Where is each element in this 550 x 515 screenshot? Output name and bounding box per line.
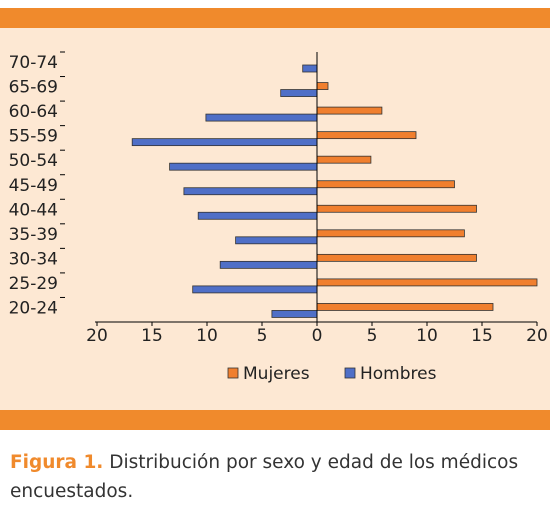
bar bbox=[197, 211, 318, 220]
y-tick-label: 40-44 bbox=[9, 200, 58, 220]
x-tick-label: 20 bbox=[526, 326, 548, 346]
bar bbox=[316, 303, 494, 311]
x-tick-label: 20 bbox=[86, 326, 108, 346]
x-tick-label: 10 bbox=[416, 326, 438, 346]
bar bbox=[316, 253, 477, 262]
x-tick-label: 5 bbox=[367, 326, 378, 346]
y-tick-label: 35-39 bbox=[9, 225, 58, 245]
x-tick-label: 15 bbox=[141, 326, 163, 346]
bar bbox=[280, 89, 318, 97]
bar bbox=[316, 204, 477, 213]
bar bbox=[302, 64, 318, 73]
bar bbox=[131, 138, 318, 147]
bar bbox=[169, 162, 318, 171]
bar bbox=[316, 180, 455, 189]
y-tick-label: 30-34 bbox=[9, 249, 58, 269]
bar bbox=[235, 236, 318, 245]
legend-swatch bbox=[344, 367, 356, 379]
bar bbox=[316, 155, 372, 164]
chart: 20 15 10 5 0 5 10 15 20 20-24 25-29 30-34 35-39 40-44… bbox=[9, 51, 548, 384]
caption-label: Figura 1. bbox=[10, 452, 104, 473]
y-tick-label: 45-49 bbox=[9, 176, 58, 196]
bar bbox=[192, 285, 318, 294]
bar bbox=[316, 131, 417, 140]
bar bbox=[205, 113, 318, 122]
bar bbox=[219, 260, 318, 269]
x-tick-label: 10 bbox=[196, 326, 218, 346]
caption-text: Distribución por sexo y edad de los médi… bbox=[10, 452, 519, 502]
y-tick-label: 55-59 bbox=[9, 127, 58, 147]
x-tick-label: 15 bbox=[471, 326, 493, 346]
legend-label: Hombres bbox=[360, 364, 437, 384]
y-tick-label: 65-69 bbox=[9, 78, 58, 98]
bottom-band bbox=[0, 410, 550, 430]
top-band bbox=[0, 8, 550, 28]
legend-swatch bbox=[227, 367, 239, 379]
y-tick-label: 50-54 bbox=[9, 151, 58, 171]
y-tick-label: 25-29 bbox=[9, 274, 58, 294]
legend-label: Mujeres bbox=[243, 364, 310, 384]
x-tick-label: 5 bbox=[257, 326, 268, 346]
y-tick-label: 60-64 bbox=[9, 102, 58, 122]
bar bbox=[183, 187, 318, 196]
x-tick-label: 0 bbox=[312, 326, 323, 346]
y-tick-label: 70-74 bbox=[9, 53, 58, 73]
bar bbox=[271, 310, 318, 318]
bar bbox=[316, 106, 383, 115]
bar bbox=[316, 82, 329, 90]
bar bbox=[316, 278, 538, 287]
caption: Figura 1. Distribución por sexo y edad d… bbox=[10, 448, 548, 506]
bar bbox=[316, 229, 465, 238]
y-tick-label: 20-24 bbox=[9, 299, 58, 319]
